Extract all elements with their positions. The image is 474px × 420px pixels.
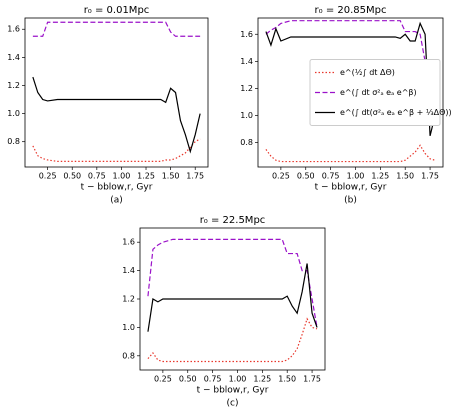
x-tick-label: 0.75 xyxy=(204,375,222,384)
y-tick-label: 1.2 xyxy=(122,295,135,304)
x-tick-label: 0.50 xyxy=(297,172,315,181)
x-tick-label: 0.25 xyxy=(154,375,172,384)
axes-frame xyxy=(257,17,444,168)
x-tick-label: 1.00 xyxy=(347,172,365,181)
x-tick-label: 1.25 xyxy=(137,172,155,181)
panel-label: (a) xyxy=(110,196,123,206)
data-line xyxy=(265,20,436,119)
x-tick-label: 1.50 xyxy=(278,375,296,384)
data-line xyxy=(147,317,318,363)
legend: e^(½∫ dt ΔΘ) e^(∫ dt σ²ₐ eₐ e^β) e^(∫ dt(σ… xyxy=(309,59,452,126)
x-tick-label: 0.75 xyxy=(322,172,340,181)
x-tick-label: 1.75 xyxy=(186,172,204,181)
chart-title: r₀ = 22.5Mpc xyxy=(200,215,266,226)
data-line xyxy=(147,238,318,328)
panel-label: (c) xyxy=(227,399,239,409)
x-tick-label: 1.00 xyxy=(113,172,131,181)
y-tick-label: 1.0 xyxy=(122,323,135,332)
chart-title: r₀ = 20.85Mpc xyxy=(315,5,387,16)
x-tick-label: 1.75 xyxy=(303,375,321,384)
legend-label: e^(∫ dt σ²ₐ eₐ e^β) xyxy=(340,88,417,97)
panel: 0.25 0.50 0.75 1.00 1.25 1.50 1.75 0.8 1.0 1.2 1.4… xyxy=(7,5,209,206)
y-tick-label: 1.2 xyxy=(240,84,253,93)
x-tick-label: 1.00 xyxy=(229,375,247,384)
y-tick-label: 0.8 xyxy=(240,138,253,147)
y-tick-label: 1.2 xyxy=(7,81,20,90)
panel: 0.25 0.50 0.75 1.00 1.25 1.50 1.75 0.8 1.0 1.2 1.4… xyxy=(122,215,326,409)
y-tick-label: 1.6 xyxy=(7,25,20,34)
legend-label: e^(∫ dt(σ²ₐ eₐ e^β + ⅓ΔΘ)) xyxy=(340,108,452,117)
y-tick-label: 1.0 xyxy=(7,109,20,118)
x-tick-label: 0.50 xyxy=(63,172,81,181)
chart-title: r₀ = 0.01Mpc xyxy=(84,5,150,16)
data-line xyxy=(32,21,201,37)
panel-label: (b) xyxy=(344,196,357,206)
x-tick-label: 1.75 xyxy=(421,172,439,181)
x-tick-label: 1.50 xyxy=(162,172,180,181)
y-tick-label: 0.8 xyxy=(122,351,135,360)
y-tick-label: 1.6 xyxy=(122,238,135,247)
x-tick-label: 0.25 xyxy=(39,172,57,181)
panel: 0.25 0.50 0.75 1.00 1.25 1.50 1.75 0.8 1.0 1.2 1.4… xyxy=(240,5,451,206)
x-tick-label: 1.50 xyxy=(396,172,414,181)
x-tick-label: 0.50 xyxy=(179,375,197,384)
x-tick-label: 1.25 xyxy=(371,172,389,181)
axes-frame xyxy=(24,17,209,168)
data-line xyxy=(265,21,436,136)
legend-box xyxy=(309,59,441,126)
data-line xyxy=(147,263,318,332)
y-tick-label: 1.4 xyxy=(7,53,20,62)
y-tick-label: 1.4 xyxy=(240,57,253,66)
x-axis-label: t − bblow,r, Gyr xyxy=(197,386,269,396)
data-line xyxy=(32,76,201,154)
y-tick-label: 1.4 xyxy=(122,266,135,275)
x-axis-label: t − bblow,r, Gyr xyxy=(315,183,387,193)
y-tick-label: 1.0 xyxy=(240,111,253,120)
x-tick-label: 0.75 xyxy=(88,172,106,181)
y-tick-label: 0.8 xyxy=(7,137,20,146)
x-axis-label: t − bblow,r, Gyr xyxy=(81,183,153,193)
x-tick-label: 0.25 xyxy=(272,172,290,181)
y-tick-label: 1.6 xyxy=(240,30,253,39)
legend-label: e^(½∫ dt ΔΘ) xyxy=(340,68,395,77)
data-line xyxy=(265,144,436,163)
axes-frame xyxy=(139,227,326,371)
data-line xyxy=(32,138,201,162)
x-tick-label: 1.25 xyxy=(253,375,271,384)
